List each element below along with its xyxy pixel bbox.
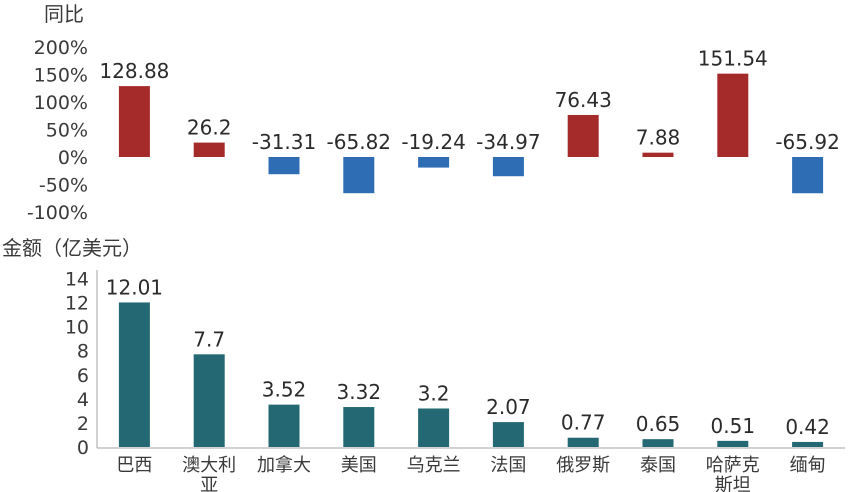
amount-data-label: 0.65 <box>636 412 681 436</box>
amount-tick-label: 12 <box>65 293 89 315</box>
yoy-axis-title: 同比 <box>44 2 84 26</box>
yoy-data-label: -65.82 <box>327 130 391 154</box>
amount-bar <box>792 441 824 447</box>
amount-tick-label: 0 <box>77 437 89 459</box>
amount-tick-label: 2 <box>77 413 89 435</box>
yoy-tick-label: 100% <box>34 92 88 114</box>
amount-bar <box>268 404 300 447</box>
category-label: 斯坦 <box>715 475 751 492</box>
amount-bar <box>418 408 450 447</box>
yoy-tick-label: -50% <box>39 175 88 197</box>
category-label: 亚 <box>200 475 218 492</box>
yoy-tick-label: 0% <box>58 147 88 169</box>
category-label: 美国 <box>341 455 377 476</box>
amount-bar <box>567 437 599 447</box>
yoy-bar <box>343 157 375 194</box>
yoy-bar <box>792 157 824 194</box>
amount-data-label: 12.01 <box>106 275 163 299</box>
amount-tick-label: 8 <box>77 341 89 363</box>
yoy-data-label: 26.2 <box>187 116 232 140</box>
amount-tick-label: 4 <box>77 389 89 411</box>
yoy-data-label: 128.88 <box>99 59 169 83</box>
amount-bar <box>642 439 674 447</box>
yoy-bar <box>118 86 150 157</box>
yoy-bar <box>268 157 300 175</box>
amount-axis-title: 金额（亿美元） <box>2 236 142 260</box>
amount-data-label: 3.2 <box>418 381 450 405</box>
yoy-tick-label: -100% <box>27 202 88 224</box>
yoy-tick-label: 50% <box>46 120 88 142</box>
yoy-data-label: 76.43 <box>555 88 612 112</box>
yoy-bar <box>492 157 524 177</box>
yoy-data-label: -19.24 <box>401 130 465 154</box>
yoy-bar <box>642 152 674 157</box>
category-label: 俄罗斯 <box>556 455 610 476</box>
category-label: 哈萨克 <box>706 455 760 476</box>
yoy-tick-label: 200% <box>34 37 88 59</box>
amount-data-label: 0.51 <box>711 414 756 438</box>
amount-bar <box>492 422 524 447</box>
category-label: 加拿大 <box>257 454 311 476</box>
yoy-bar <box>193 142 225 157</box>
category-label: 泰国 <box>640 455 676 476</box>
amount-tick-label: 10 <box>65 317 89 339</box>
amount-data-label: 0.77 <box>561 411 606 435</box>
amount-bar <box>193 354 225 447</box>
amount-tick-label: 14 <box>65 269 89 291</box>
category-label: 澳大利 <box>182 455 236 476</box>
yoy-data-label: 151.54 <box>698 47 768 71</box>
amount-data-label: 7.7 <box>193 327 225 351</box>
amount-data-label: 3.52 <box>262 378 307 402</box>
category-label: 法国 <box>490 455 526 476</box>
category-label: 缅甸 <box>790 455 826 476</box>
amount-bar <box>118 302 150 447</box>
yoy-data-label: -65.92 <box>775 130 839 154</box>
amount-bar <box>717 440 749 447</box>
amount-tick-label: 6 <box>77 365 89 387</box>
yoy-data-label: -34.97 <box>476 130 540 154</box>
yoy-data-label: -31.31 <box>252 130 316 154</box>
category-label: 巴西 <box>116 455 152 476</box>
yoy-tick-label: 150% <box>34 65 88 87</box>
amount-data-label: 2.07 <box>486 395 531 419</box>
amount-data-label: 0.42 <box>785 415 830 439</box>
yoy-bar <box>717 73 749 157</box>
amount-bar <box>343 407 375 447</box>
yoy-bar <box>418 157 450 168</box>
amount-data-label: 3.32 <box>337 380 382 404</box>
yoy-bar <box>567 114 599 157</box>
yoy-data-label: 7.88 <box>636 126 681 150</box>
category-label: 乌克兰 <box>407 455 461 476</box>
